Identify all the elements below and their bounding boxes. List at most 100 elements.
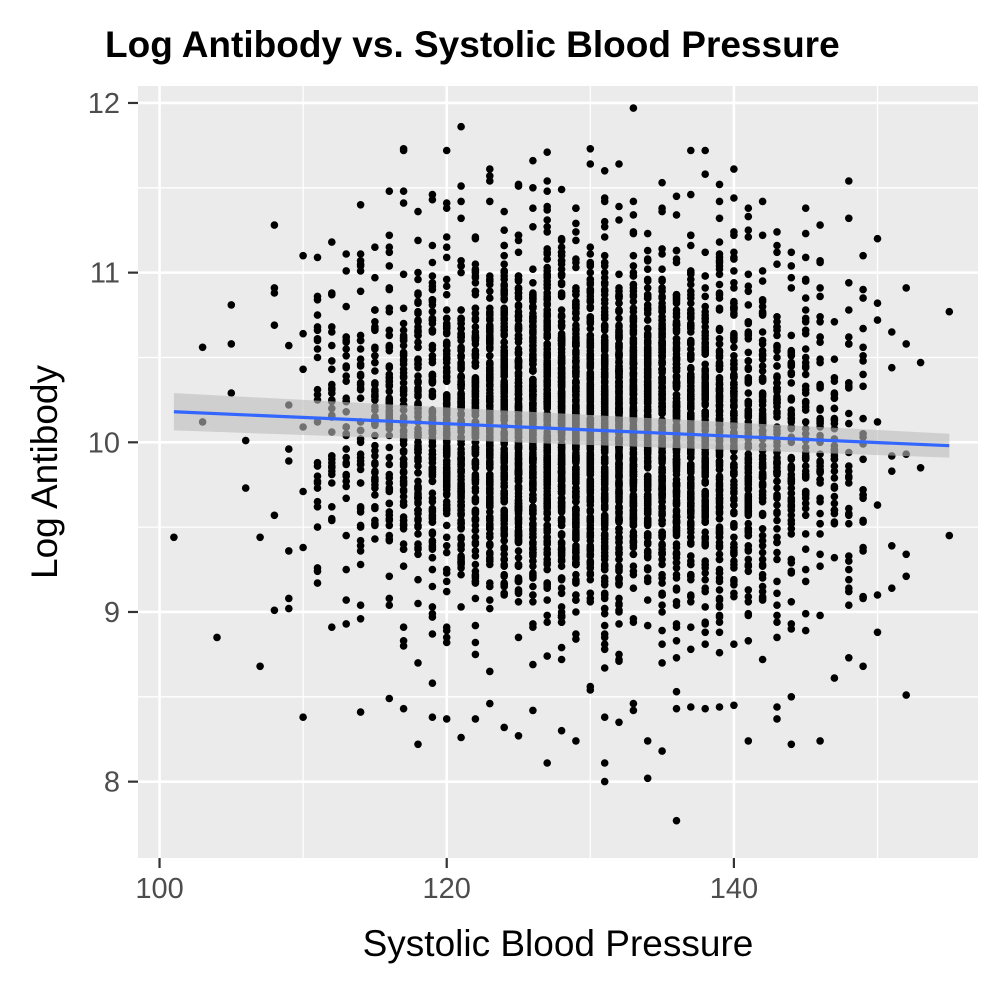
data-point [543,480,551,489]
data-point [600,296,609,304]
data-point [428,538,437,547]
data-point [500,526,509,535]
data-point [500,445,509,453]
data-point [715,538,724,547]
data-point [687,508,695,516]
data-point [615,270,623,279]
data-point [586,268,595,277]
data-point [701,509,709,518]
data-point [629,409,638,418]
data-point [658,340,666,348]
data-point [529,302,537,311]
data-point [730,311,738,319]
data-point [715,385,724,394]
data-point [442,329,451,338]
data-point [486,343,494,352]
data-point [701,528,709,536]
data-point [687,321,695,330]
data-point [586,313,595,321]
data-point [356,201,365,209]
data-point [730,501,738,509]
data-point [486,294,494,302]
data-point [572,287,580,296]
data-point [471,650,480,659]
data-point [543,187,551,195]
data-point [486,497,494,506]
data-point [529,479,537,487]
data-point [442,314,451,323]
data-point [672,367,681,375]
data-point [371,480,379,489]
data-point [529,360,537,369]
data-point [730,331,738,340]
data-point [687,528,695,536]
data-point [371,352,379,360]
data-point [658,503,666,511]
data-point [615,382,623,391]
data-point [730,589,738,598]
data-point [600,285,609,294]
data-point [701,491,709,499]
data-point [543,445,551,453]
data-point [486,667,494,676]
data-point [342,531,351,540]
data-point [356,479,365,487]
data-point [457,314,465,323]
data-point [356,615,365,623]
data-point [629,211,638,219]
data-point [643,324,652,333]
data-point [457,384,465,392]
data-point [399,448,408,457]
data-point [615,321,623,330]
data-point [500,251,509,260]
data-point [514,379,523,387]
data-point [442,401,451,409]
data-point [442,504,451,513]
data-point [529,387,537,396]
data-point [687,575,695,584]
data-point [658,204,666,212]
data-point [414,506,422,514]
data-point [600,759,609,767]
data-point [715,289,724,297]
data-point [414,275,422,284]
data-point [486,464,494,472]
data-point [486,579,494,587]
data-point [643,309,652,318]
data-point [399,396,408,404]
data-point [672,346,681,355]
data-point [428,603,437,611]
data-point [586,285,595,294]
data-point [600,223,609,231]
data-point [744,270,753,279]
data-point [643,450,652,459]
data-point [457,343,465,352]
data-point [328,341,336,350]
data-point [514,301,523,309]
data-point [457,394,465,403]
data-point [414,268,422,277]
data-point [500,396,509,404]
data-point [744,379,753,387]
data-point [615,314,623,323]
data-point [442,243,451,251]
data-point [457,268,465,277]
data-point [730,284,738,292]
data-point [730,519,738,528]
data-point [514,272,523,280]
data-point [643,397,652,406]
data-point [557,484,566,492]
data-point [428,630,437,638]
data-point [371,324,379,333]
data-point [744,567,753,576]
data-point [615,555,623,564]
data-point [371,243,379,251]
data-point [658,550,666,559]
data-point [586,250,595,258]
data-point [356,385,365,394]
data-point [500,382,509,391]
data-point [600,521,609,530]
data-point [385,304,394,313]
data-point [486,479,494,487]
data-point [371,452,379,460]
